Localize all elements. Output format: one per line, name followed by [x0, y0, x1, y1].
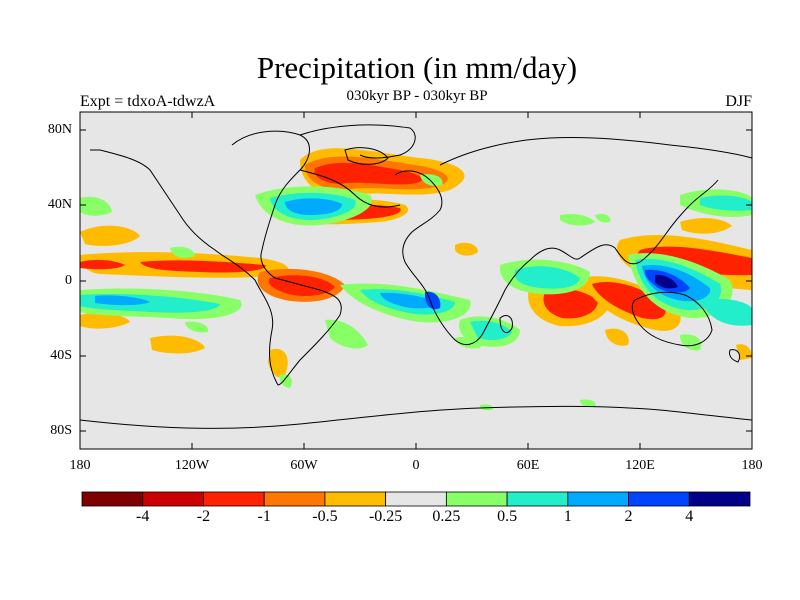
y-axis-ticks — [80, 129, 752, 432]
colorbar-swatch — [324, 491, 387, 507]
colorbar-level-label: -0.5 — [312, 508, 338, 525]
chart-subtitle: 030kyr BP - 030kyr BP — [346, 88, 488, 104]
x-tick-label: 60E — [516, 458, 540, 473]
colorbar-swatch — [688, 491, 751, 507]
colorbar-level-label: 0.5 — [497, 508, 518, 525]
colorbar-swatch — [385, 491, 447, 507]
y-tick-label: 80N — [47, 122, 72, 137]
x-tick-label: 60W — [290, 458, 318, 473]
x-tick-label: 0 — [412, 458, 420, 473]
colorbar-swatch — [203, 491, 265, 507]
colorbar-level-label: -1 — [257, 508, 271, 525]
colorbar-swatch — [142, 491, 204, 507]
colorbar-level-label: 0.25 — [432, 508, 461, 525]
y-tick-label: 40S — [50, 348, 72, 363]
colorbar-swatch — [263, 491, 326, 507]
colorbar-level-label: 1 — [563, 508, 572, 525]
colorbar-level-label: -2 — [196, 508, 211, 525]
x-tick-label: 180 — [69, 458, 91, 473]
colorbar-swatch — [506, 491, 569, 507]
colorbar-level-label: -4 — [136, 508, 150, 525]
colorbar-level-label: 4 — [685, 508, 694, 525]
colorbar-swatch — [628, 491, 690, 507]
experiment-label: Expt = tdxoA-tdwzA — [80, 93, 216, 110]
colorbar-swatch — [567, 491, 629, 507]
colorbar-swatch — [445, 491, 508, 507]
x-axis-ticks — [79, 112, 753, 449]
positive-anomaly-blobs — [80, 174, 752, 411]
coastlines — [79, 124, 753, 429]
colorbar-swatch — [81, 491, 144, 507]
y-tick-label: 80S — [50, 423, 72, 438]
colorbar-level-label: 2 — [624, 508, 633, 525]
x-tick-label: 180 — [741, 458, 763, 473]
x-tick-label: 120W — [174, 458, 210, 473]
chart-title: Precipitation (in mm/day) — [256, 50, 578, 85]
x-tick-label: 120E — [625, 458, 655, 473]
y-tick-label: 0 — [65, 273, 72, 288]
colorbar-level-label: -0.25 — [368, 508, 403, 525]
colorbar — [81, 491, 751, 507]
y-tick-label: 40N — [47, 197, 72, 212]
season-label: DJF — [725, 93, 752, 110]
